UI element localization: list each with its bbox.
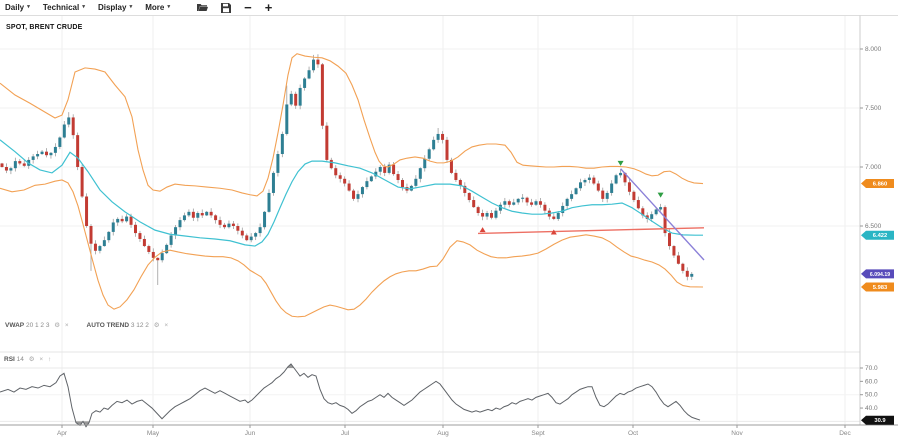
gear-icon[interactable]: ⚙ [54, 322, 61, 329]
price-badge-5983: 5.983 [861, 282, 894, 292]
candlestick-series [0, 54, 694, 285]
rsi-legend-name: RSI [4, 356, 15, 363]
panel-borders [0, 15, 898, 426]
auto-trend-lines [477, 168, 705, 261]
trade-markers [479, 160, 664, 235]
close-icon[interactable]: × [164, 322, 169, 329]
support-line[interactable] [477, 227, 705, 235]
price-badge-6860: 6.860 [861, 179, 894, 189]
x-axis-month-label: Apr [57, 430, 68, 437]
move-panel-up-icon[interactable]: ↑ [47, 356, 52, 363]
caret-down-icon: ▾ [167, 3, 171, 10]
x-axis-month-label: Jun [245, 430, 256, 437]
vwap-legend-params: 20 1 2 3 [25, 322, 50, 329]
x-axis-month-label: Dec [839, 430, 851, 437]
menu-display[interactable]: Display ▾ [98, 3, 132, 12]
rsi-axis-tick-label: 40.0 [865, 405, 878, 412]
upper-band [0, 53, 704, 197]
sell-marker [657, 192, 664, 198]
rsi-line [0, 363, 701, 428]
x-axis-month-label: Aug [437, 430, 449, 437]
auto-trend-legend-params: 3 12 2 [130, 322, 149, 329]
axis-labels: 8.000 7.500 7.000 6.500 70.0 60.0 50.0 40.0 Apr M… [57, 46, 882, 437]
svg-text:30.9: 30.9 [874, 418, 886, 424]
caret-down-icon: ▾ [82, 3, 85, 10]
x-axis-month-label: Nov [731, 430, 743, 437]
zoom-out-icon[interactable]: − [244, 0, 252, 15]
svg-text:6.422: 6.422 [873, 233, 888, 239]
auto-trend-legend: AUTO TREND 3 12 2 ⚙ × [87, 322, 169, 329]
caret-down-icon: ▾ [27, 3, 30, 10]
close-icon[interactable]: × [64, 322, 69, 329]
rsi-legend: RSI 14 ⚙ × ↑ [4, 355, 51, 363]
gear-icon[interactable]: ⚙ [28, 356, 35, 363]
lower-band [0, 179, 704, 318]
rsi-legend-params: 14 [16, 356, 24, 363]
y-axis-tick-label: 7.500 [865, 105, 882, 112]
vwap-legend: VWAP 20 1 2 3 ⚙ × [5, 322, 71, 329]
y-axis-tick-label: 7.000 [865, 164, 882, 171]
x-axis-month-label: Jul [341, 430, 350, 437]
symbol-label: SPOT, BRENT CRUDE [6, 24, 83, 31]
rsi-axis-tick-label: 60.0 [865, 378, 878, 385]
menu-technical-label: Technical [42, 3, 80, 12]
price-badges: 6.860 6.422 6.094.19 5.983 30.9 [861, 179, 894, 425]
grid [0, 15, 860, 425]
rsi-overbought-fill [287, 363, 294, 368]
buy-marker [550, 229, 557, 235]
x-axis-month-label: Oct [628, 430, 638, 437]
y-axis-tick-label: 8.000 [865, 46, 882, 53]
gear-icon[interactable]: ⚙ [153, 322, 160, 329]
overlay-lines [0, 53, 704, 318]
svg-text:6.094.19: 6.094.19 [870, 272, 890, 278]
auto-trend-legend-name: AUTO TREND [86, 322, 130, 329]
y-axis-tick-label: 6.500 [865, 223, 882, 230]
indicator-legend: VWAP 20 1 2 3 ⚙ × AUTO TREND 3 12 2 ⚙ × [5, 321, 168, 329]
open-folder-icon[interactable] [197, 3, 209, 12]
rsi-axis-tick-label: 70.0 [865, 365, 878, 372]
resistance-line[interactable] [620, 168, 705, 261]
save-icon[interactable] [221, 2, 232, 13]
caret-down-icon: ▾ [129, 3, 133, 10]
x-axis-month-label: Sept [531, 430, 545, 437]
menu-technical[interactable]: Technical ▾ [43, 3, 85, 12]
menu-daily[interactable]: Daily ▾ [5, 3, 30, 12]
x-axis-month-label: May [147, 430, 160, 437]
rsi-legend-item: RSI 14 ⚙ × ↑ [4, 356, 51, 363]
menu-daily-label: Daily [5, 3, 25, 12]
menu-more-label: More [145, 3, 165, 12]
svg-text:5.983: 5.983 [873, 285, 888, 291]
svg-text:6.860: 6.860 [873, 182, 888, 188]
zoom-in-icon[interactable]: + [264, 0, 273, 15]
price-badge-609419: 6.094.19 [861, 269, 894, 279]
vwap-legend-name: VWAP [5, 322, 25, 329]
menu-more[interactable]: More ▾ [145, 3, 170, 12]
rsi-series [0, 363, 701, 428]
menu-display-label: Display [97, 3, 127, 12]
sell-marker [617, 160, 624, 166]
vwap-line [0, 139, 703, 247]
price-badge-rsi: 30.9 [861, 415, 894, 425]
price-badge-6422: 6.422 [861, 230, 894, 240]
buy-marker [479, 227, 486, 233]
toolbar: Daily ▾ Technical ▾ Display ▾ More ▾ − + [0, 0, 898, 15]
rsi-axis-tick-label: 50.0 [865, 392, 878, 399]
close-icon[interactable]: × [39, 356, 44, 363]
